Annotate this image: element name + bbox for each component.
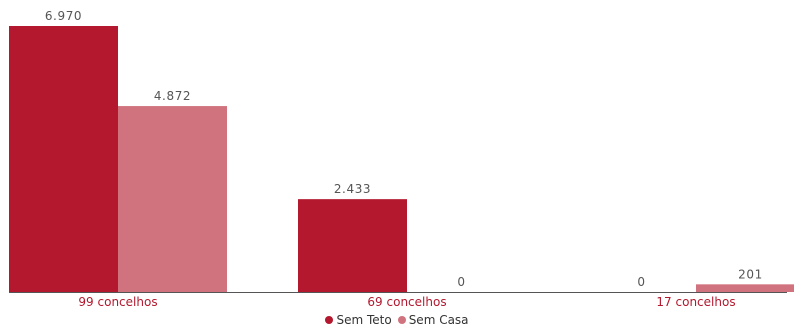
data-label-sem-teto-3: 0	[637, 275, 645, 289]
data-label-sem-teto-2: 2.433	[334, 182, 371, 196]
category-label-1: 99 concelhos	[78, 295, 157, 309]
data-label-sem-casa-3: 201	[738, 267, 763, 281]
legend-label-sem-teto: Sem Teto	[336, 313, 392, 327]
bar-sem-casa-1[interactable]	[118, 106, 227, 293]
legend-dot-sem-casa	[397, 316, 406, 324]
data-label-sem-teto-1: 6.970	[45, 9, 82, 23]
legend-label-sem-casa: Sem Casa	[408, 313, 469, 327]
data-label-sem-casa-1: 4.872	[154, 89, 191, 103]
legend-item-sem-casa[interactable]: Sem Casa	[397, 313, 469, 327]
bar-sem-teto-2[interactable]	[298, 199, 407, 292]
legend-item-sem-teto[interactable]: Sem Teto	[325, 313, 392, 327]
category-label-3: 17 concelhos	[656, 295, 735, 309]
bar-sem-teto-1[interactable]	[9, 26, 118, 292]
bar-chart: 6.970 4.872 99 concelhos 2.433 0 69 concelhos…	[9, 9, 794, 309]
legend-dot-sem-teto	[325, 316, 334, 324]
chart-legend: Sem Teto Sem Casa	[0, 313, 794, 327]
category-label-2: 69 concelhos	[367, 295, 446, 309]
data-label-sem-casa-2: 0	[457, 275, 465, 289]
bar-sem-casa-3[interactable]	[696, 284, 794, 292]
